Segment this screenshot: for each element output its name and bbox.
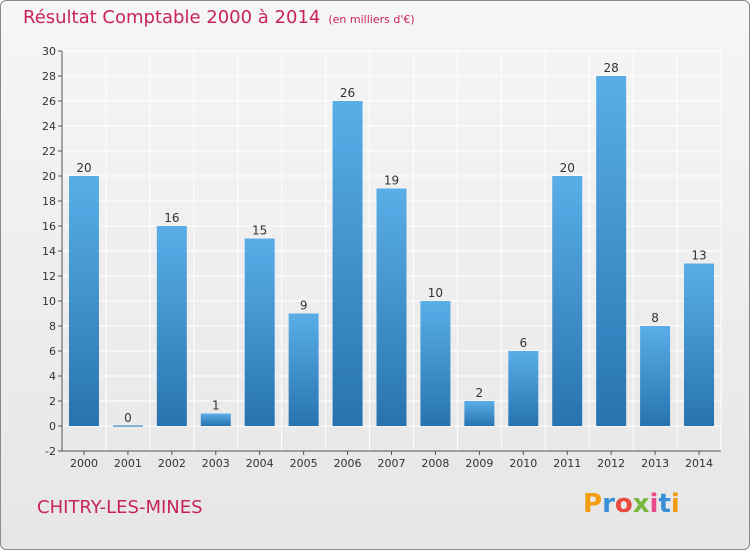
y-tick-label: 16 [42,220,56,233]
bar-2008 [420,301,451,426]
x-tick-label: 2010 [509,457,537,470]
x-tick-label: 2013 [641,457,669,470]
y-tick-label: 20 [42,170,56,183]
y-tick-label: 24 [42,120,56,133]
x-tick-label: 2001 [114,457,142,470]
y-tick-label: 26 [42,95,56,108]
x-tick-label: 2005 [290,457,318,470]
commune-name: CHITRY-LES-MINES [37,497,203,518]
bar-2013 [640,326,671,426]
x-tick-label: 2000 [70,457,98,470]
logo-letter: t [658,489,671,519]
data-label: 20 [560,161,575,175]
y-tick-label: 12 [42,270,56,283]
y-tick-label: 14 [42,245,56,258]
data-label: 8 [651,311,659,325]
bar-2003 [200,413,231,426]
bar-2009 [464,401,495,426]
y-tick-label: 2 [49,395,56,408]
bar-2001 [112,425,143,427]
unit-text: (en milliers d'€) [328,13,415,26]
x-tick-label: 2004 [246,457,274,470]
data-label: 28 [604,61,619,75]
x-tick-label: 2014 [685,457,713,470]
data-label: 20 [76,161,91,175]
data-label: 19 [384,174,399,188]
y-tick-label: 28 [42,70,56,83]
y-tick-label: 10 [42,295,56,308]
chart-title: Résultat Comptable 2000 à 2014 (en millie… [23,7,415,28]
bar-2006 [332,101,363,426]
bar-2004 [244,238,275,426]
proxiti-logo: Proxiti [583,489,680,519]
data-label: 16 [164,211,179,225]
bar-2007 [376,188,407,426]
data-label: 6 [519,336,527,350]
data-label: 15 [252,224,267,238]
bars [68,76,715,427]
bar-2002 [156,226,187,426]
bar-2012 [596,76,627,426]
y-tick-label: 8 [49,320,56,333]
bar-2005 [288,313,319,426]
y-tick-label: 4 [49,370,56,383]
data-label: 1 [212,399,220,413]
bar-2014 [684,263,715,426]
y-tick-label: -2 [45,445,56,458]
x-tick-label: 2011 [553,457,581,470]
logo-letter: P [583,489,603,519]
bar-2011 [552,176,583,426]
y-tick-label: 18 [42,195,56,208]
x-tick-label: 2007 [378,457,406,470]
x-tick-label: 2002 [158,457,186,470]
data-label: 0 [124,411,132,425]
x-tick-label: 2006 [334,457,362,470]
x-tick-label: 2008 [421,457,449,470]
x-tick-label: 2012 [597,457,625,470]
logo-letter: i [670,489,680,519]
data-label: 2 [476,386,484,400]
bar-2010 [508,351,539,426]
title-text: Résultat Comptable 2000 à 2014 [23,7,321,28]
data-label: 13 [691,249,706,263]
logo-letter: i [649,489,659,519]
x-tick-label: 2003 [202,457,230,470]
bar-2000 [68,176,99,426]
data-label: 9 [300,299,308,313]
y-tick-label: 22 [42,145,56,158]
y-tick-label: 0 [49,420,56,433]
logo-letter: r [602,489,615,519]
logo-letter: o [614,489,633,519]
y-tick-label: 6 [49,345,56,358]
data-label: 10 [428,286,443,300]
logo-letter: x [632,489,650,519]
y-tick-label: 30 [42,45,56,58]
data-label: 26 [340,86,355,100]
x-tick-label: 2009 [465,457,493,470]
